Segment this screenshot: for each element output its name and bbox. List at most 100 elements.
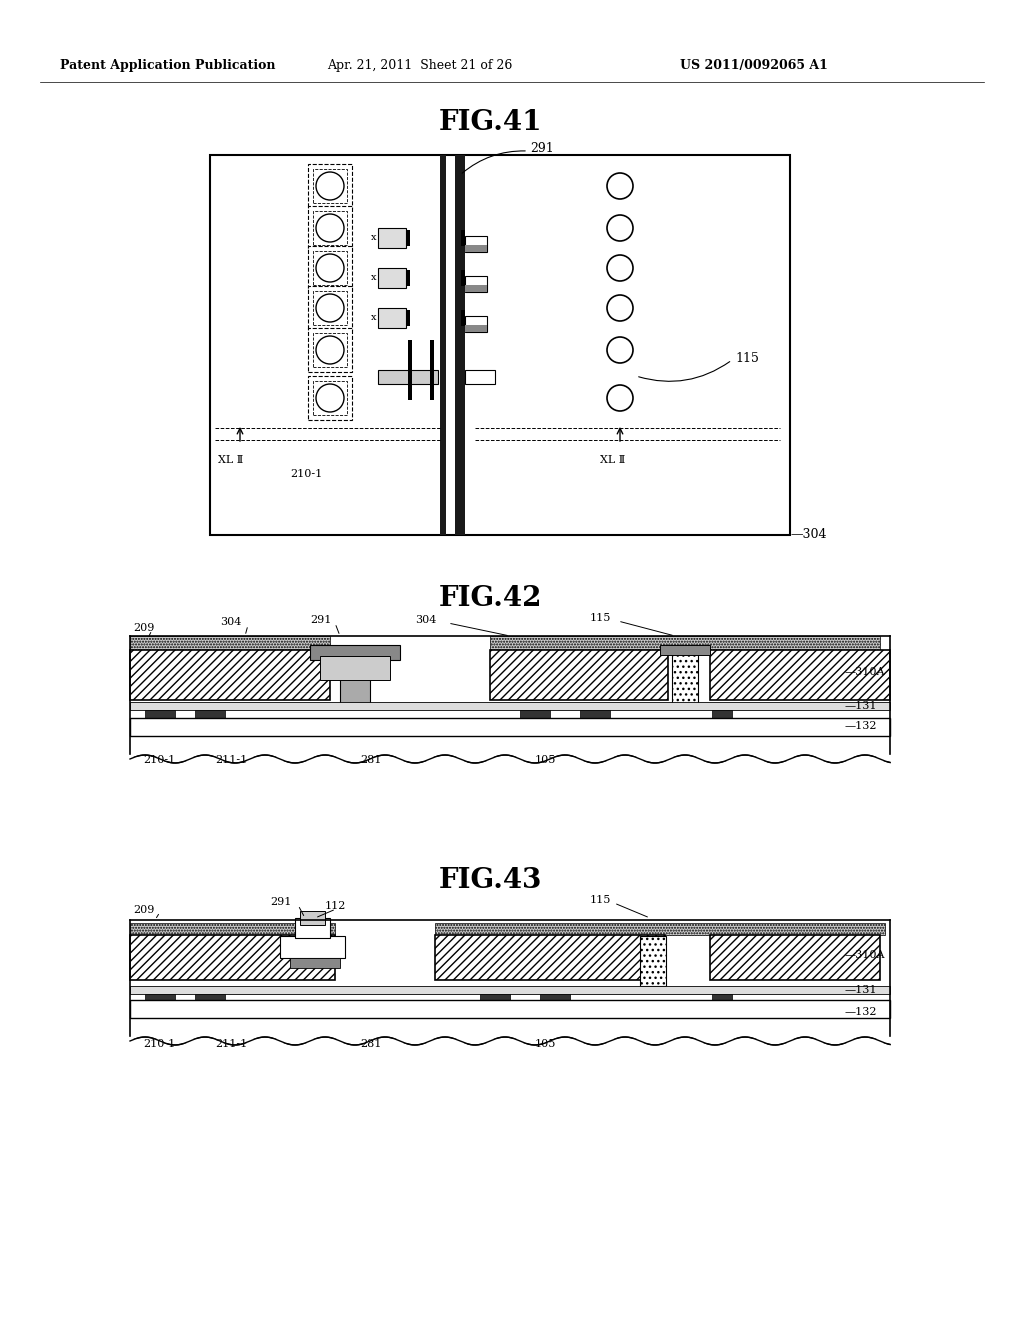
Text: —131: —131 [845,701,878,711]
Bar [310,645,400,660]
Bar [660,645,710,655]
Text: 281: 281 [360,1039,381,1049]
Bar [378,370,438,384]
Bar [295,917,330,939]
Circle shape [316,172,344,201]
Text: 211-1: 211-1 [215,1039,247,1049]
Bar [313,251,347,285]
Text: XL Ⅱ: XL Ⅱ [218,455,244,465]
Circle shape [316,253,344,282]
Bar [210,154,790,535]
Bar [430,341,434,400]
Text: 291: 291 [530,141,554,154]
Bar [130,718,890,737]
Text: 209: 209 [133,906,155,915]
Bar [308,376,352,420]
Bar [465,276,487,292]
Text: 291: 291 [270,898,292,907]
Text: 105: 105 [535,755,556,766]
Bar [195,710,225,718]
Bar [130,986,890,994]
Bar [290,958,340,968]
Text: x: x [372,314,377,322]
Bar [406,230,410,246]
Bar [406,310,410,326]
Circle shape [316,384,344,412]
Text: FIG.42: FIG.42 [438,585,542,611]
Bar [130,702,890,710]
Bar [461,310,465,326]
Text: 115: 115 [590,895,611,906]
Text: US 2011/0092065 A1: US 2011/0092065 A1 [680,58,827,71]
Text: 281: 281 [360,755,381,766]
Bar [308,286,352,330]
Bar [712,994,732,1002]
Bar [672,649,698,706]
Bar [580,710,610,718]
Bar [145,994,175,1002]
Text: 211-1: 211-1 [215,755,247,766]
Bar [712,710,732,718]
Text: —131: —131 [845,985,878,995]
Bar [640,936,666,986]
Text: FIG.43: FIG.43 [438,866,542,894]
Text: FIG.41: FIG.41 [438,108,542,136]
Text: 291: 291 [310,615,332,624]
Bar [130,923,335,935]
Bar [300,911,325,925]
Bar [480,994,510,1002]
Bar [440,154,446,535]
Text: Patent Application Publication: Patent Application Publication [60,58,275,71]
Text: 209: 209 [133,623,155,634]
Bar [455,154,465,535]
Circle shape [607,255,633,281]
Bar [313,169,347,203]
Bar [308,164,352,209]
Text: 112: 112 [325,902,346,911]
Bar [195,994,225,1002]
Bar [378,268,406,288]
Bar [378,308,406,327]
Bar [435,935,665,979]
Text: —132: —132 [845,721,878,731]
Text: —132: —132 [845,1007,878,1016]
Bar [490,636,880,649]
Bar [313,211,347,246]
Bar [490,649,668,700]
Text: 115: 115 [590,612,611,623]
Text: 304: 304 [220,616,242,627]
Bar [540,994,570,1002]
Bar [465,325,487,333]
Bar [408,341,412,400]
Text: x: x [372,234,377,243]
Text: —304: —304 [790,528,826,541]
Bar [461,230,465,246]
Text: —310A: —310A [845,667,886,677]
Bar [340,649,370,706]
Circle shape [607,215,633,242]
Bar [130,636,330,649]
Circle shape [607,294,633,321]
Bar [313,333,347,367]
Text: 105: 105 [535,1039,556,1049]
Text: XL Ⅱ: XL Ⅱ [600,455,626,465]
Text: x: x [372,273,377,282]
Bar [465,246,487,252]
Bar [465,315,487,333]
Bar [406,271,410,286]
Bar [145,710,175,718]
Circle shape [607,173,633,199]
Bar [520,710,550,718]
Bar [710,649,890,700]
Circle shape [316,337,344,364]
Bar [308,246,352,290]
Text: Apr. 21, 2011  Sheet 21 of 26: Apr. 21, 2011 Sheet 21 of 26 [328,58,513,71]
Bar [465,370,495,384]
Bar [378,228,406,248]
Bar [435,923,885,935]
Text: —310A: —310A [845,950,886,960]
Bar [313,290,347,325]
Circle shape [607,385,633,411]
Bar [465,236,487,252]
Text: 210-1: 210-1 [143,755,175,766]
